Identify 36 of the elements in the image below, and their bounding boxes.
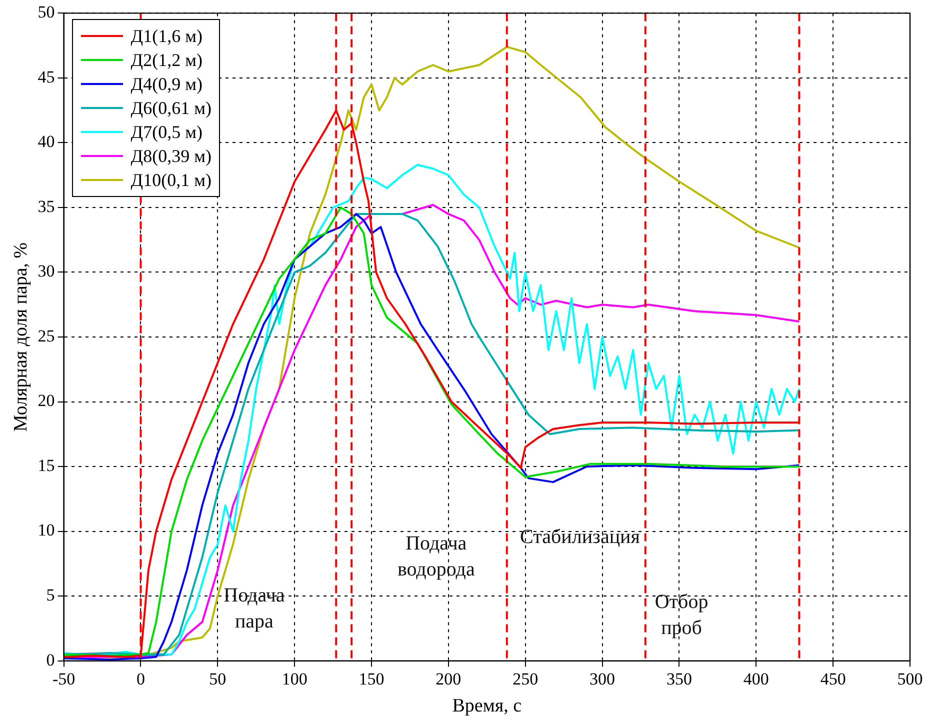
x-tick-label: 350: [666, 669, 692, 688]
annotation: Подача пара: [224, 584, 285, 632]
annotation: Стабилизация: [520, 526, 640, 548]
legend-label: Д8(0,39 м): [130, 145, 212, 168]
y-tick-label: 30: [38, 262, 55, 281]
legend-label: Д2(1,2 м): [130, 49, 202, 72]
x-tick-label: 0: [136, 669, 145, 688]
x-tick-label: 500: [897, 669, 923, 688]
x-tick-label: -50: [52, 669, 76, 688]
y-tick-label: 5: [46, 586, 55, 605]
x-tick-label: 300: [590, 669, 616, 688]
x-tick-label: 250: [512, 669, 538, 688]
legend-label: Д6(0,61 м): [130, 97, 212, 120]
legend-label: Д4(0,9 м): [130, 73, 202, 96]
annotation: Подача водорода: [397, 532, 475, 580]
x-tick-label: 200: [436, 669, 462, 688]
y-tick-label: 35: [38, 196, 55, 216]
x-axis-title: Время, с: [452, 696, 522, 717]
y-tick-label: 50: [38, 2, 55, 22]
x-tick-label: 100: [282, 669, 308, 688]
y-tick-label: 10: [38, 520, 55, 540]
x-tick-label: 150: [358, 669, 384, 688]
x-tick-label: 400: [743, 669, 769, 688]
annotation: Отбор проб: [654, 590, 708, 639]
legend-label: Д1(1,6 м): [130, 25, 202, 48]
y-tick-label: 0: [46, 650, 55, 670]
y-tick-label: 25: [38, 326, 55, 346]
y-tick-label: 15: [38, 456, 55, 475]
x-tick-label: 50: [209, 669, 226, 688]
legend-label: Д7(0,5 м): [130, 121, 202, 144]
y-tick-label: 40: [38, 132, 55, 152]
legend-label: Д10(0,1 м): [130, 169, 212, 192]
x-tick-label: 450: [820, 669, 846, 688]
y-tick-label: 45: [38, 67, 55, 86]
y-tick-label: 20: [38, 391, 55, 410]
y-axis-title: Молярная доля пара, %: [10, 242, 32, 432]
